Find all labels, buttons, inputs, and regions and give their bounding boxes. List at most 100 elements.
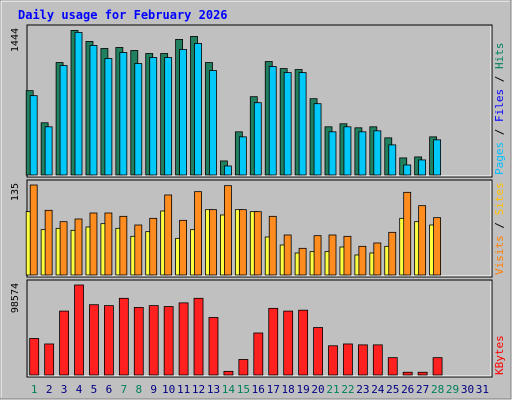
bar-visits-day-28 xyxy=(433,217,441,276)
x-tick-day-10: 10 xyxy=(162,383,175,396)
bar-pages-day-11 xyxy=(179,49,188,176)
x-tick-day-13: 13 xyxy=(207,383,220,396)
bar-visits-day-3 xyxy=(59,221,68,276)
bar-kbytes-day-13 xyxy=(208,317,219,376)
panel-kbytes: 98574 KBytes xyxy=(10,279,506,378)
x-axis-ticks: 1 2 3 4 5 6 7 8 9 10 11 12 13 14 15 16 17 18 19 20 21 22 23 24 2… xyxy=(31,383,489,396)
bar-pages-day-17 xyxy=(268,66,277,176)
bar-visits-day-21 xyxy=(328,234,337,276)
x-tick-day-29: 29 xyxy=(446,383,459,396)
bar-kbytes-day-9 xyxy=(148,305,159,376)
x-tick-day-15: 15 xyxy=(237,383,250,396)
bar-kbytes-day-8 xyxy=(133,307,144,376)
bar-pages-day-19 xyxy=(298,72,307,176)
bar-visits-day-8 xyxy=(134,224,143,276)
bar-pages-day-24 xyxy=(373,130,382,176)
x-tick-day-27: 27 xyxy=(416,383,429,396)
bar-visits-day-17 xyxy=(268,215,277,276)
x-tick-day-25: 25 xyxy=(386,383,399,396)
bar-visits-day-16 xyxy=(253,211,262,276)
bar-visits-day-10 xyxy=(164,194,173,276)
bar-visits-day-2 xyxy=(44,209,53,276)
panel-sites-visits: 135 Visits / Sites xyxy=(10,179,506,278)
legend-separator: / xyxy=(493,215,506,235)
bar-kbytes-day-21 xyxy=(328,345,338,376)
bar-pages-day-15 xyxy=(238,136,247,176)
bar-pages-day-21 xyxy=(328,131,337,176)
bar-visits-day-6 xyxy=(104,212,113,276)
bar-pages-day-6 xyxy=(104,58,113,176)
bars-sites-visits xyxy=(25,184,441,276)
bar-kbytes-day-20 xyxy=(313,327,323,376)
legend-text-kbytes: KBytes xyxy=(493,335,506,375)
bar-pages-day-16 xyxy=(253,102,262,176)
bars-hits-files-pages xyxy=(25,29,441,176)
x-tick-day-23: 23 xyxy=(356,383,369,396)
bar-pages-day-22 xyxy=(343,126,352,176)
bar-kbytes-day-24 xyxy=(372,344,383,376)
bar-kbytes-day-1 xyxy=(29,338,40,376)
bar-visits-day-20 xyxy=(313,235,322,276)
x-tick-day-22: 22 xyxy=(341,383,354,396)
bar-kbytes-day-23 xyxy=(357,344,368,376)
x-tick-day-4: 4 xyxy=(76,383,83,396)
legend-item-sites: Sites xyxy=(493,182,506,215)
bar-visits-day-1 xyxy=(29,184,38,276)
bar-kbytes-day-12 xyxy=(193,297,204,376)
bar-visits-day-7 xyxy=(119,215,128,276)
bar-visits-day-27 xyxy=(418,205,427,276)
x-tick-day-11: 11 xyxy=(177,383,190,396)
bar-kbytes-day-15 xyxy=(238,359,249,376)
bars-kbytes xyxy=(29,284,443,376)
bar-visits-day-9 xyxy=(149,217,158,276)
legend-hits-files-pages: Pages / Files / Hits xyxy=(493,43,506,176)
bar-pages-day-1 xyxy=(29,95,38,176)
x-tick-day-8: 8 xyxy=(135,383,142,396)
x-tick-day-20: 20 xyxy=(311,383,324,396)
bar-kbytes-day-18 xyxy=(283,310,294,376)
bar-kbytes-day-2 xyxy=(44,343,55,376)
bar-pages-day-18 xyxy=(283,72,292,176)
bar-kbytes-day-17 xyxy=(268,307,279,376)
x-tick-day-26: 26 xyxy=(401,383,414,396)
bar-kbytes-day-5 xyxy=(89,304,99,376)
x-tick-day-3: 3 xyxy=(61,383,68,396)
bar-pages-day-8 xyxy=(134,63,143,176)
x-tick-day-31: 31 xyxy=(476,383,489,396)
bar-pages-day-10 xyxy=(164,57,173,176)
legend-sites-visits: Visits / Sites xyxy=(493,182,506,275)
x-tick-day-24: 24 xyxy=(371,383,385,396)
x-tick-day-9: 9 xyxy=(150,383,157,396)
bar-visits-day-12 xyxy=(194,191,202,276)
x-tick-day-18: 18 xyxy=(282,383,295,396)
y-max-label-sites-visits: 135 xyxy=(10,183,21,201)
legend-item-files: Files xyxy=(493,89,506,122)
bar-pages-day-26 xyxy=(403,164,412,176)
x-tick-day-7: 7 xyxy=(121,383,128,396)
bar-pages-day-7 xyxy=(119,52,128,176)
bar-pages-day-28 xyxy=(433,139,441,176)
x-tick-day-16: 16 xyxy=(252,383,265,396)
panel-hits-files-pages: 1444 Pages / Files / Hits xyxy=(10,24,506,178)
bar-pages-day-9 xyxy=(149,57,158,176)
bar-visits-day-24 xyxy=(373,242,382,276)
bar-visits-day-18 xyxy=(283,234,292,276)
x-tick-day-2: 2 xyxy=(46,383,53,396)
bar-pages-day-27 xyxy=(418,159,427,176)
bar-kbytes-day-11 xyxy=(178,302,189,376)
x-tick-day-12: 12 xyxy=(192,383,205,396)
bar-pages-day-4 xyxy=(74,32,83,176)
bar-visits-day-14 xyxy=(224,185,232,276)
bar-visits-day-25 xyxy=(388,231,397,276)
legend-separator: / xyxy=(493,69,506,89)
bar-visits-day-11 xyxy=(179,219,188,276)
x-tick-day-14: 14 xyxy=(222,383,236,396)
bar-visits-day-4 xyxy=(74,218,83,276)
bar-visits-day-15 xyxy=(238,209,247,276)
x-tick-day-28: 28 xyxy=(431,383,444,396)
bar-pages-day-12 xyxy=(194,43,202,176)
legend-item-visits: Visits xyxy=(493,235,506,275)
x-tick-day-1: 1 xyxy=(31,383,38,396)
bar-kbytes-day-3 xyxy=(59,310,69,376)
x-tick-day-6: 6 xyxy=(106,383,113,396)
